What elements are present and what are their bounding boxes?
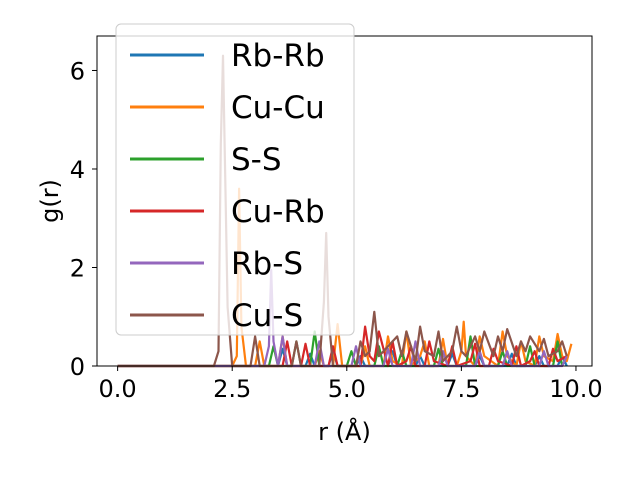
x-tick-label: 2.5: [213, 375, 251, 403]
legend-label: Cu-Cu: [231, 90, 325, 126]
legend-label: Cu-Rb: [231, 194, 325, 230]
legend-box: [115, 23, 355, 336]
legend-entries: Rb-Rb Cu-Cu S-S Cu-Rb Rb-S Cu-S: [130, 38, 325, 334]
x-tick-label: 10.0: [549, 375, 602, 403]
x-tick-label: 7.5: [442, 375, 480, 403]
legend-label: Rb-Rb: [231, 38, 325, 74]
y-tick-label: 6: [70, 57, 85, 85]
legend-label: S-S: [231, 142, 282, 178]
series-line-cu-s: [117, 54, 568, 368]
y-axis-label: g(r): [36, 179, 64, 223]
y-tick-label: 0: [70, 353, 85, 381]
y-tick-label: 4: [70, 156, 85, 184]
y-tick-label: 2: [70, 254, 85, 282]
x-tick-label: 5.0: [328, 375, 366, 403]
y-axis-ticks: 0 2 4 6: [70, 57, 97, 381]
legend-label: Cu-S: [231, 298, 303, 334]
x-axis-ticks: 0.0 2.5 5.0 7.5 10.0: [99, 366, 603, 403]
x-axis-label: r (Å): [318, 417, 371, 446]
legend: Rb-Rb Cu-Cu S-S Cu-Rb Rb-S Cu-S: [115, 23, 355, 336]
legend-label: Rb-S: [231, 246, 303, 282]
x-tick-label: 0.0: [99, 375, 137, 403]
